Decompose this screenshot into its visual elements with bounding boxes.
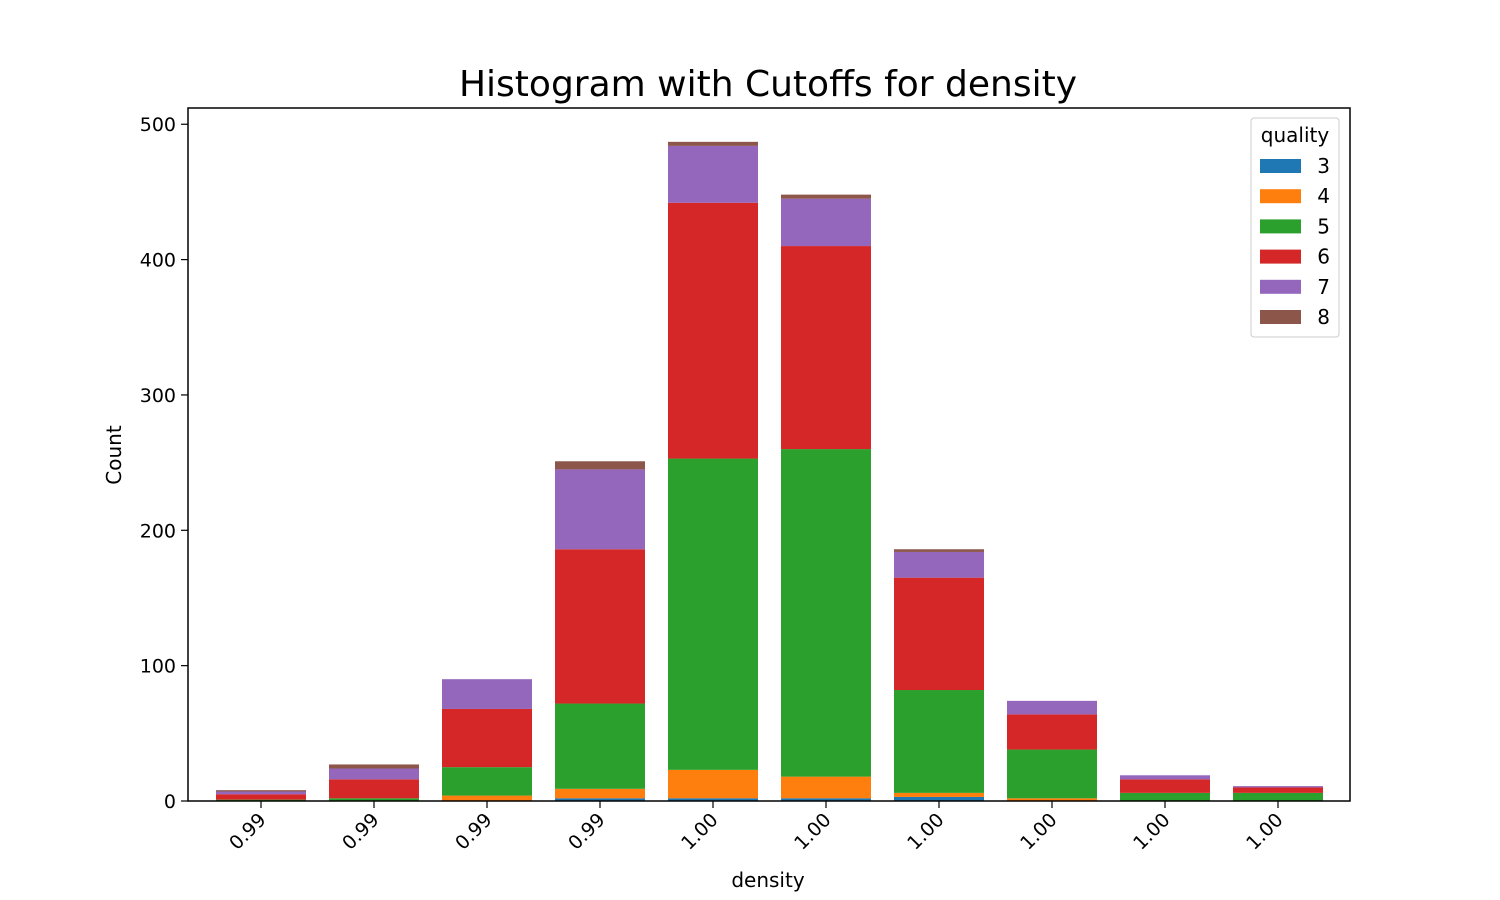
bar-segment-10-quality-7 bbox=[1233, 786, 1323, 788]
bar-segment-6-quality-6 bbox=[781, 246, 871, 450]
bar-segment-2-quality-7 bbox=[329, 768, 419, 780]
bar-segment-9-quality-5 bbox=[1120, 792, 1210, 801]
plot-frame bbox=[187, 107, 1351, 802]
bar-segment-7-quality-5 bbox=[894, 690, 984, 793]
bar-segment-7-quality-4 bbox=[894, 792, 984, 797]
bar-segment-3-quality-4 bbox=[442, 795, 532, 801]
bar-segment-10-quality-5 bbox=[1233, 792, 1323, 801]
bar-segment-4-quality-5 bbox=[555, 703, 645, 789]
legend-label-7: 7 bbox=[1317, 275, 1330, 299]
bar-segment-4-quality-4 bbox=[555, 788, 645, 799]
bar-segment-2-quality-8 bbox=[329, 764, 419, 769]
legend-title: quality bbox=[1261, 123, 1330, 147]
bar-segment-4-quality-6 bbox=[555, 549, 645, 704]
y-tick-label: 500 bbox=[140, 114, 176, 136]
bar-segment-3-quality-7 bbox=[442, 679, 532, 709]
x-axis-label: density bbox=[731, 868, 804, 892]
bar-segment-7-quality-3 bbox=[894, 796, 984, 801]
bar-segment-3-quality-6 bbox=[442, 708, 532, 768]
x-axis: 0.99 0.99 0.99 0.99 1.00 1.00 1.00 1.00 1.00 1.00 bbox=[225, 801, 1288, 854]
bar-segment-1-quality-8 bbox=[216, 790, 306, 792]
bar-segment-7-quality-6 bbox=[894, 577, 984, 691]
bar-segment-6-quality-4 bbox=[781, 776, 871, 799]
legend: quality 3 4 5 6 7 8 bbox=[1250, 117, 1340, 338]
bar-segment-6-quality-5 bbox=[781, 449, 871, 777]
legend-swatch-8 bbox=[1260, 310, 1301, 324]
bar-segment-6-quality-3 bbox=[781, 798, 871, 801]
bar-segment-3-quality-5 bbox=[442, 767, 532, 796]
bar-segment-5-quality-7 bbox=[668, 145, 758, 203]
bar-segment-7-quality-7 bbox=[894, 551, 984, 578]
bar-segment-1-quality-6 bbox=[216, 794, 306, 800]
bar-segment-5-quality-5 bbox=[668, 458, 758, 770]
bar-segment-4-quality-8 bbox=[555, 461, 645, 470]
y-tick-label: 0 bbox=[164, 791, 176, 813]
bar-segment-2-quality-6 bbox=[329, 779, 419, 799]
legend-label-3: 3 bbox=[1317, 154, 1330, 178]
bar-segment-4-quality-7 bbox=[555, 469, 645, 550]
y-axis: 0 100 200 300 400 500 bbox=[140, 114, 188, 813]
bar-segment-6-quality-7 bbox=[781, 198, 871, 247]
legend-swatch-6 bbox=[1260, 249, 1301, 264]
bar-segment-10-quality-6 bbox=[1233, 787, 1323, 793]
bar-segment-5-quality-8 bbox=[668, 141, 758, 146]
bar-segment-1-quality-7 bbox=[216, 791, 306, 795]
legend-swatch-4 bbox=[1260, 189, 1301, 204]
bar-segment-2-quality-5 bbox=[329, 798, 419, 801]
bar-segment-9-quality-6 bbox=[1120, 779, 1210, 793]
bar-segment-9-quality-7 bbox=[1120, 775, 1210, 780]
legend-swatch-5 bbox=[1260, 219, 1301, 234]
y-tick-label: 200 bbox=[140, 520, 176, 542]
y-axis-label: Count bbox=[102, 425, 126, 485]
legend-swatch-7 bbox=[1260, 279, 1301, 294]
y-tick-label: 100 bbox=[140, 656, 176, 678]
bar-segment-5-quality-4 bbox=[668, 769, 758, 799]
bars-layer bbox=[216, 141, 1323, 801]
legend-label-4: 4 bbox=[1317, 184, 1330, 208]
bar-segment-4-quality-3 bbox=[555, 798, 645, 801]
y-tick-label: 300 bbox=[140, 385, 176, 407]
bar-segment-7-quality-8 bbox=[894, 549, 984, 552]
bar-segment-8-quality-5 bbox=[1007, 749, 1097, 799]
bar-segment-8-quality-7 bbox=[1007, 700, 1097, 715]
bar-segment-5-quality-6 bbox=[668, 202, 758, 459]
bar-segment-6-quality-8 bbox=[781, 194, 871, 199]
y-tick-label: 400 bbox=[140, 250, 176, 272]
legend-swatch-3 bbox=[1260, 159, 1301, 173]
legend-label-8: 8 bbox=[1317, 305, 1330, 329]
bar-segment-5-quality-3 bbox=[668, 798, 758, 801]
legend-label-6: 6 bbox=[1317, 245, 1330, 269]
chart-title: Histogram with Cutoffs for density bbox=[459, 64, 1077, 105]
bar-segment-8-quality-4 bbox=[1007, 798, 1097, 801]
bar-segment-8-quality-6 bbox=[1007, 714, 1097, 750]
legend-label-5: 5 bbox=[1317, 214, 1330, 238]
